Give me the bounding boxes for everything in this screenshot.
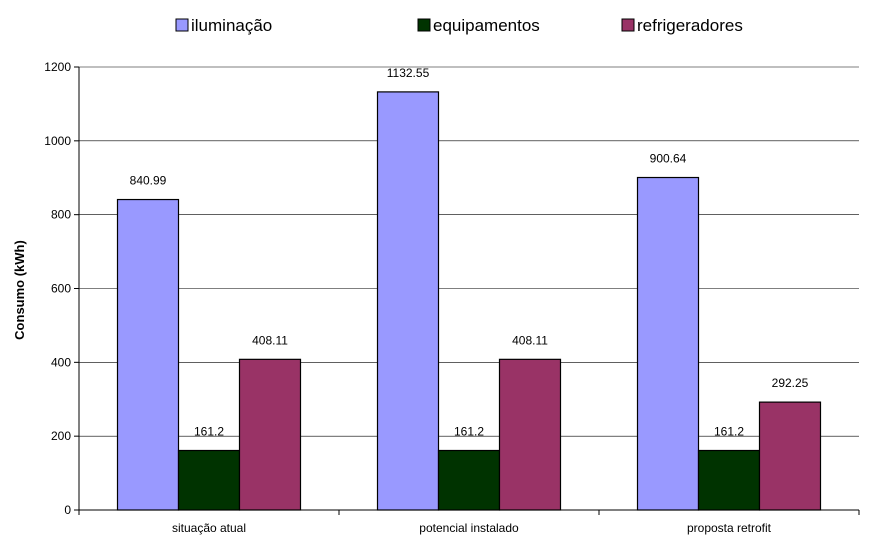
bar	[376, 91, 440, 511]
data-labels: 840.99 161.2 408.11 1132.55 161.2 408.11 900.6…	[130, 66, 809, 439]
data-label: 161.2	[714, 424, 744, 438]
y-tick-label: 400	[51, 355, 71, 369]
legend-swatch	[621, 18, 635, 32]
legend-swatch	[175, 18, 189, 32]
data-label: 900.64	[650, 152, 687, 166]
bar	[636, 176, 700, 511]
y-axis-title: Consumo (kWh)	[12, 240, 27, 340]
y-tick-label: 200	[51, 429, 71, 443]
y-tick-label: 0	[64, 503, 71, 517]
data-label: 292.25	[772, 376, 809, 390]
bar	[116, 198, 180, 511]
y-tick-label: 1200	[44, 60, 71, 74]
y-tick-label: 1000	[44, 134, 71, 148]
x-category-label: situação atual	[172, 521, 246, 535]
data-label: 1132.55	[387, 66, 430, 80]
bar	[758, 401, 822, 511]
y-tick-label: 800	[51, 208, 71, 222]
legend: iluminação equipamentos refrigeradores	[175, 16, 743, 35]
y-tick-label: 600	[51, 282, 71, 296]
x-category-labels: situação atual potencial instalado propost…	[172, 521, 772, 535]
legend-label: refrigeradores	[637, 16, 743, 35]
data-label: 161.2	[194, 424, 224, 438]
x-category-label: potencial instalado	[419, 521, 519, 535]
data-label: 408.11	[512, 333, 548, 347]
data-label: 161.2	[454, 424, 484, 438]
bar	[498, 358, 562, 511]
data-label: 408.11	[252, 333, 288, 347]
gridlines	[79, 66, 859, 437]
bar	[177, 449, 241, 511]
axes	[74, 66, 860, 515]
x-category-label: proposta retrofit	[687, 521, 772, 535]
data-label: 840.99	[130, 174, 167, 188]
bars	[116, 91, 822, 511]
legend-swatch	[417, 18, 431, 32]
legend-label: equipamentos	[433, 16, 540, 35]
legend-label: iluminação	[191, 16, 272, 35]
bar	[437, 449, 501, 511]
bar	[697, 449, 761, 511]
y-tick-labels: 0 200 400 600 800 1000 1200	[44, 60, 71, 517]
bar	[238, 358, 302, 511]
